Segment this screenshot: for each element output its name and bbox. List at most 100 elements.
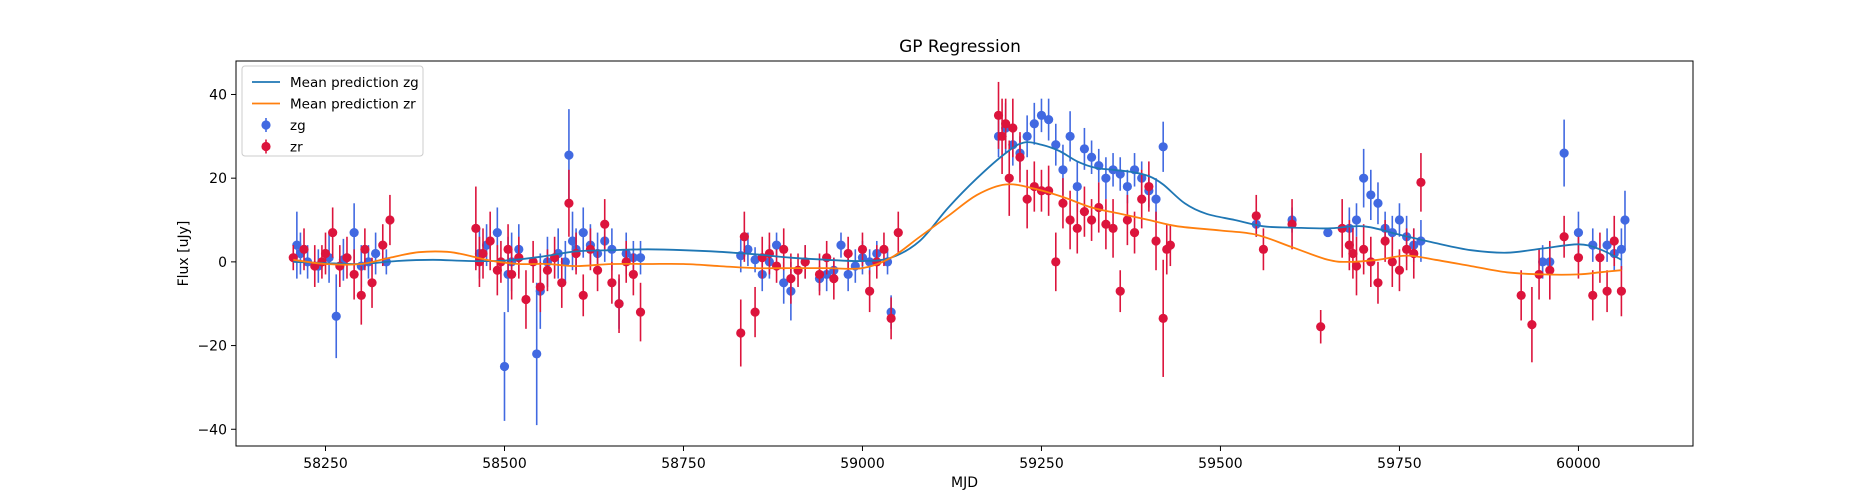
x-axis-label: MJD (951, 475, 978, 491)
point-zg (1072, 181, 1082, 192)
point-zr (1387, 257, 1397, 267)
y-tick-label: 20 (209, 171, 227, 187)
point-zg (635, 253, 646, 263)
point-zr (1086, 215, 1097, 225)
point-zg (1101, 173, 1111, 183)
point-zr (1165, 240, 1175, 250)
point-zr (736, 328, 746, 338)
point-zr (1015, 152, 1025, 162)
point-zg (492, 227, 502, 238)
point-zg (1065, 131, 1075, 141)
point-zr (1545, 265, 1555, 275)
point-zr (592, 265, 603, 275)
point-zg (1029, 119, 1039, 129)
point-zg (1323, 227, 1333, 238)
point-zr (1122, 215, 1132, 225)
point-zg (564, 150, 574, 160)
x-tick-label: 58250 (303, 456, 348, 472)
point-zr (750, 307, 760, 317)
y-tick-label: −40 (197, 422, 227, 438)
point-zg (499, 361, 510, 372)
point-zr (822, 253, 832, 263)
y-tick-label: −20 (197, 339, 227, 355)
point-zr (1065, 215, 1075, 225)
point-zr (367, 278, 377, 288)
point-zr (771, 261, 782, 271)
point-zg (1058, 165, 1068, 175)
point-zg (1573, 227, 1584, 238)
point-zr (786, 274, 796, 284)
point-zg (1394, 215, 1405, 225)
point-zg (578, 227, 588, 238)
point-zr (542, 265, 553, 275)
point-zg (1158, 142, 1168, 152)
legend: Mean prediction zg Mean prediction zr zg zr (241, 65, 424, 157)
x-tick-label: 58750 (661, 456, 706, 472)
point-zr (378, 240, 388, 250)
point-zg (1044, 114, 1054, 125)
point-zr (299, 244, 309, 254)
point-zr (843, 248, 853, 259)
point-zg (750, 255, 760, 265)
point-zr (814, 269, 825, 280)
point-zr (485, 236, 495, 246)
point-zr (578, 290, 588, 300)
legend-marker-swatch (261, 141, 271, 152)
point-zr (607, 278, 617, 288)
point-zr (349, 269, 359, 280)
point-zr (600, 219, 610, 229)
point-zr (1001, 119, 1011, 129)
point-zr (1072, 223, 1082, 233)
point-zr (385, 215, 395, 225)
point-zg (1051, 140, 1061, 150)
point-zg (560, 257, 570, 267)
point-zg (836, 240, 846, 250)
point-zr (1380, 236, 1390, 246)
point-zr (320, 248, 331, 259)
chart-title: GP Regression (899, 37, 1021, 57)
point-zr (492, 265, 502, 275)
point-zg (1373, 198, 1383, 208)
point-zg (1151, 194, 1161, 204)
point-zg (865, 257, 875, 267)
point-zr (993, 110, 1004, 121)
point-zr (360, 244, 370, 254)
point-zr (793, 265, 803, 275)
legend-label: zg (290, 118, 306, 134)
point-zr (1079, 207, 1090, 217)
point-zr (1287, 219, 1297, 229)
x-tick-label: 59250 (1019, 456, 1064, 472)
y-tick-label: 0 (218, 255, 227, 271)
point-zr (521, 294, 531, 305)
point-zg (1359, 173, 1369, 183)
legend-marker-swatch (261, 120, 271, 130)
point-zg (1122, 181, 1132, 192)
point-zr (1316, 322, 1326, 332)
point-zr (507, 269, 517, 280)
point-zr (1008, 123, 1018, 133)
x-tick-label: 59000 (840, 456, 885, 472)
point-zg (843, 269, 853, 280)
point-zr (564, 198, 574, 208)
series-zr (288, 81, 1627, 377)
point-zr (1609, 236, 1619, 246)
y-axis-label: Flux [uJy] (176, 221, 192, 287)
point-zr (356, 290, 366, 300)
point-zr (997, 131, 1007, 141)
point-zr (1258, 244, 1269, 254)
point-zr (1158, 313, 1168, 323)
plot-frame (235, 60, 1694, 447)
point-zr (1595, 253, 1605, 263)
point-zr (1359, 244, 1369, 254)
point-zr (739, 232, 749, 242)
plot-area (288, 81, 1630, 426)
point-zg (1366, 190, 1376, 200)
point-zg (1602, 240, 1612, 250)
point-zg (1559, 148, 1569, 158)
point-zr (1402, 244, 1412, 254)
point-zr (779, 244, 789, 254)
point-zr (471, 223, 481, 233)
point-zr (1588, 290, 1598, 300)
point-zg (1351, 215, 1362, 225)
point-zr (1022, 194, 1032, 204)
